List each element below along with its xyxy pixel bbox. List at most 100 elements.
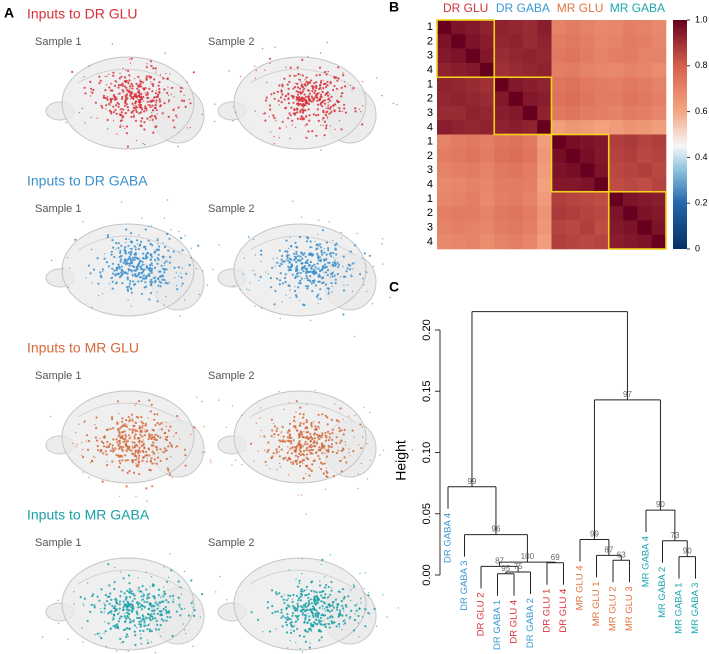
heatmap-cell [465, 20, 481, 35]
labeled-cell [306, 237, 310, 240]
labeled-cell [300, 216, 303, 218]
labeled-cell [148, 399, 151, 402]
labeled-cell [144, 454, 147, 457]
labeled-cell [294, 421, 296, 423]
labeled-cell [325, 241, 329, 244]
labeled-cell [158, 605, 160, 607]
labeled-cell [335, 436, 338, 439]
heatmap-cell [565, 148, 581, 164]
labeled-cell [411, 449, 414, 451]
row-label: 3 [427, 164, 433, 176]
heatmap-cell [623, 220, 638, 235]
heatmap-cell [565, 234, 581, 250]
labeled-cell [130, 232, 133, 235]
labeled-cell [163, 278, 166, 282]
heatmap-cell [637, 134, 652, 150]
labeled-cell [303, 103, 306, 107]
labeled-cell [169, 553, 171, 555]
labeled-cell [100, 588, 103, 591]
labeled-cell [344, 275, 347, 278]
labeled-cell [152, 595, 155, 598]
labeled-cell [285, 607, 288, 611]
labeled-cell [57, 599, 59, 602]
labeled-cell [340, 231, 342, 234]
labeled-cell [254, 77, 257, 79]
labeled-cell [305, 274, 308, 277]
labeled-cell [309, 90, 311, 92]
labeled-cell [190, 579, 193, 582]
labeled-cell [128, 470, 131, 472]
labeled-cell [324, 488, 327, 491]
labeled-cell [130, 620, 133, 623]
labeled-cell [318, 73, 321, 77]
labeled-cell [145, 277, 148, 280]
labeled-cell [66, 256, 69, 259]
brain-outline [233, 223, 367, 317]
labeled-cell [317, 113, 320, 117]
labeled-cell [153, 458, 156, 461]
labeled-cell [158, 245, 161, 248]
labeled-cell [312, 281, 316, 284]
labeled-cell [354, 107, 357, 110]
labeled-cell [342, 255, 345, 258]
row-label: 2 [427, 93, 433, 105]
labeled-cell [315, 451, 318, 454]
labeled-cell [273, 436, 275, 439]
heatmap-cell [451, 62, 466, 78]
labeled-cell [163, 592, 166, 595]
labeled-cell [192, 607, 194, 609]
heatmap-cell [465, 163, 481, 178]
labeled-cell [327, 101, 330, 104]
brain-image [45, 199, 236, 317]
labeled-cell [78, 423, 80, 425]
labeled-cell [232, 120, 234, 122]
labeled-cell [299, 110, 302, 114]
labeled-cell [364, 625, 367, 628]
labeled-cell [190, 247, 192, 249]
labeled-cell [149, 264, 152, 267]
labeled-cell [339, 441, 342, 444]
heatmap-cell [637, 120, 652, 135]
heatmap-cell [608, 206, 624, 221]
labeled-cell [141, 271, 144, 274]
heatmap-cell [437, 191, 452, 207]
labeled-cell [329, 99, 332, 102]
labeled-cell [310, 448, 313, 451]
row-title: Inputs to DR GLU [27, 6, 138, 22]
labeled-cell [104, 630, 107, 633]
labeled-cell [116, 133, 118, 135]
labeled-cell [297, 494, 299, 496]
row-label: 2 [427, 35, 433, 47]
labeled-cell [313, 590, 316, 593]
labeled-cell [263, 435, 266, 438]
labeled-cell [157, 253, 160, 256]
heatmap-cell [494, 177, 509, 193]
labeled-cell [343, 595, 346, 599]
labeled-cell [137, 457, 140, 460]
labeled-cell [309, 246, 312, 249]
labeled-cell [324, 434, 327, 437]
labeled-cell [340, 237, 342, 239]
labeled-cell [332, 271, 335, 273]
labeled-cell [326, 597, 329, 600]
labeled-cell [270, 418, 273, 421]
row-label: 1 [427, 193, 433, 205]
labeled-cell [124, 603, 127, 606]
labeled-cell [264, 69, 266, 71]
labeled-cell [319, 103, 322, 106]
labeled-cell [115, 241, 118, 245]
labeled-cell [138, 427, 141, 430]
labeled-cell [139, 450, 142, 453]
heatmap-cell [465, 234, 481, 250]
labeled-cell [117, 612, 120, 616]
heatmap-cell [565, 206, 581, 221]
labeled-cell [138, 590, 141, 593]
labeled-cell [293, 606, 297, 609]
labeled-cell [327, 290, 330, 292]
heatmap-cell [451, 91, 466, 107]
labeled-cell [305, 100, 308, 103]
heatmap-cell [551, 191, 567, 207]
labeled-cell [294, 241, 297, 244]
labeled-cell [118, 431, 121, 434]
heatmap-cell [551, 62, 567, 78]
